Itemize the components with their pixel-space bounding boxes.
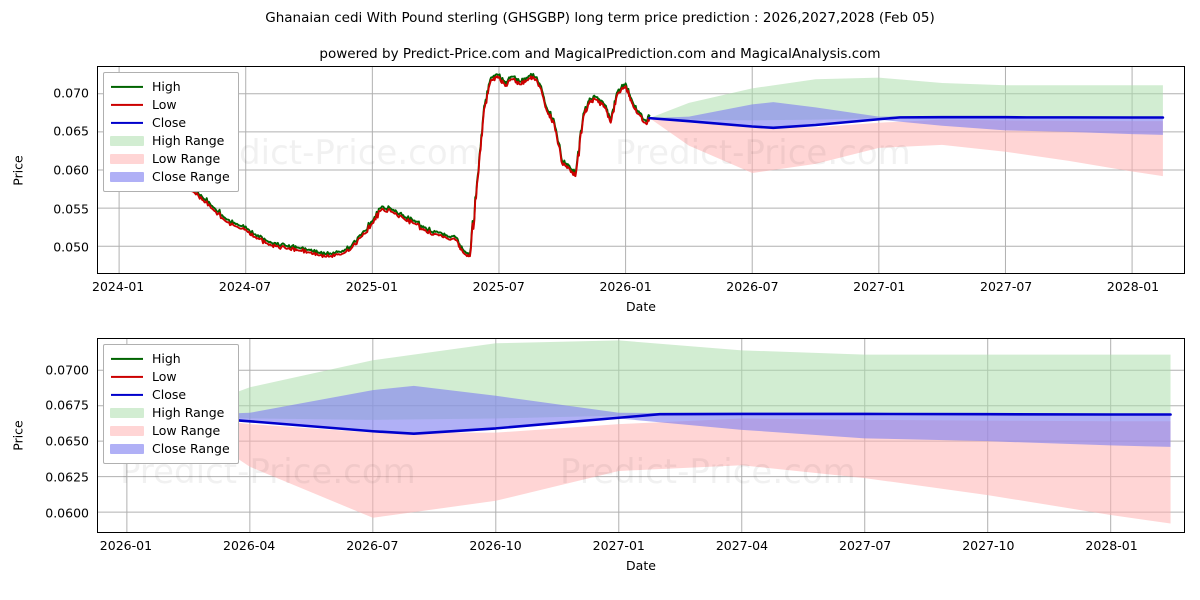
x-tick-label: 2026-01: [599, 279, 651, 294]
chart-figure: Ghanaian cedi With Pound sterling (GHSGB…: [0, 0, 1200, 600]
x-tick-label: 2028-01: [1107, 279, 1159, 294]
legend-item-label: Low Range: [152, 425, 220, 438]
y-tick-label: 0.050: [53, 240, 89, 255]
top-chart-x-ticks: 2024-012024-072025-012025-072026-012026-…: [97, 279, 1185, 299]
swatch: [110, 154, 144, 164]
legend-item-low[interactable]: Low: [110, 96, 230, 114]
x-tick-label: 2028-01: [1085, 538, 1137, 553]
legend-item-high-range[interactable]: High Range: [110, 132, 230, 150]
x-tick-label: 2025-01: [346, 279, 398, 294]
y-tick-label: 0.0600: [45, 505, 89, 520]
legend-patch-swatch: [110, 171, 144, 183]
legend-item-close-range[interactable]: Close Range: [110, 168, 230, 186]
swatch: [111, 394, 143, 396]
y-tick-label: 0.0625: [45, 470, 89, 485]
legend-item-close[interactable]: Close: [110, 386, 230, 404]
x-tick-label: 2026-04: [223, 538, 275, 553]
y-tick-label: 0.0700: [45, 362, 89, 377]
legend-item-label: Low Range: [152, 153, 220, 166]
legend-item-high[interactable]: High: [110, 350, 230, 368]
y-tick-label: 0.055: [53, 201, 89, 216]
swatch: [110, 172, 144, 182]
x-tick-label: 2024-07: [219, 279, 271, 294]
legend-line-swatch: [110, 99, 144, 111]
x-tick-label: 2025-07: [473, 279, 525, 294]
y-tick-label: 0.060: [53, 163, 89, 178]
legend-item-label: Close: [152, 389, 186, 402]
x-tick-label: 2027-10: [962, 538, 1014, 553]
bottom-chart-legend: High Low Close High Range Low Range Close Ran…: [103, 344, 239, 464]
legend-item-label: Close Range: [152, 443, 230, 456]
top-chart-canvas: [98, 67, 1184, 273]
y-tick-label: 0.070: [53, 85, 89, 100]
chart-subtitle: powered by Predict-Price.com and Magical…: [0, 46, 1200, 62]
y-tick-label: 0.065: [53, 124, 89, 139]
legend-line-swatch: [110, 389, 144, 401]
x-tick-label: 2027-01: [853, 279, 905, 294]
swatch: [110, 426, 144, 436]
swatch: [110, 136, 144, 146]
y-tick-label: 0.0650: [45, 434, 89, 449]
legend-item-high-range[interactable]: High Range: [110, 404, 230, 422]
page-title: Ghanaian cedi With Pound sterling (GHSGB…: [0, 10, 1200, 26]
bottom-chart-canvas: [98, 339, 1184, 532]
legend-item-close[interactable]: Close: [110, 114, 230, 132]
legend-line-swatch: [110, 353, 144, 365]
legend-patch-swatch: [110, 135, 144, 147]
top-chart-y-axis-label: Price: [11, 141, 26, 201]
top-chart-legend: High Low Close High Range Low Range Close Ran…: [103, 72, 239, 192]
x-tick-label: 2027-07: [839, 538, 891, 553]
x-tick-label: 2027-04: [716, 538, 768, 553]
legend-item-low[interactable]: Low: [110, 368, 230, 386]
swatch: [111, 376, 143, 378]
bottom-chart-x-axis-label: Date: [97, 558, 1185, 573]
legend-item-label: High Range: [152, 135, 224, 148]
swatch: [111, 104, 143, 106]
bottom-chart-x-ticks: 2026-01 2026-04 2026-07 2026-10 2027-01 2027-…: [97, 538, 1185, 558]
legend-item-high[interactable]: High: [110, 78, 230, 96]
legend-item-close-range[interactable]: Close Range: [110, 440, 230, 458]
legend-line-swatch: [110, 371, 144, 383]
swatch: [110, 444, 144, 454]
legend-item-low-range[interactable]: Low Range: [110, 422, 230, 440]
legend-patch-swatch: [110, 407, 144, 419]
swatch: [110, 408, 144, 418]
x-tick-label: 2026-01: [100, 538, 152, 553]
legend-patch-swatch: [110, 443, 144, 455]
x-tick-label: 2026-07: [346, 538, 398, 553]
legend-item-label: Low: [152, 371, 177, 384]
legend-line-swatch: [110, 81, 144, 93]
swatch: [111, 358, 143, 360]
bottom-chart-y-axis-label: Price: [11, 406, 26, 466]
x-tick-label: 2026-10: [469, 538, 521, 553]
legend-item-label: Low: [152, 99, 177, 112]
bottom-chart-plot-area: [97, 338, 1185, 533]
legend-item-low-range[interactable]: Low Range: [110, 150, 230, 168]
legend-item-label: Close: [152, 117, 186, 130]
top-chart-x-axis-label: Date: [97, 299, 1185, 314]
swatch: [111, 122, 143, 124]
x-tick-label: 2027-01: [593, 538, 645, 553]
x-tick-label: 2024-01: [92, 279, 144, 294]
legend-patch-swatch: [110, 425, 144, 437]
legend-item-label: High Range: [152, 407, 224, 420]
legend-item-label: High: [152, 81, 181, 94]
legend-patch-swatch: [110, 153, 144, 165]
swatch: [111, 86, 143, 88]
legend-item-label: High: [152, 353, 181, 366]
y-tick-label: 0.0675: [45, 398, 89, 413]
top-chart-plot-area: [97, 66, 1185, 274]
legend-item-label: Close Range: [152, 171, 230, 184]
legend-line-swatch: [110, 117, 144, 129]
x-tick-label: 2027-07: [980, 279, 1032, 294]
x-tick-label: 2026-07: [726, 279, 778, 294]
